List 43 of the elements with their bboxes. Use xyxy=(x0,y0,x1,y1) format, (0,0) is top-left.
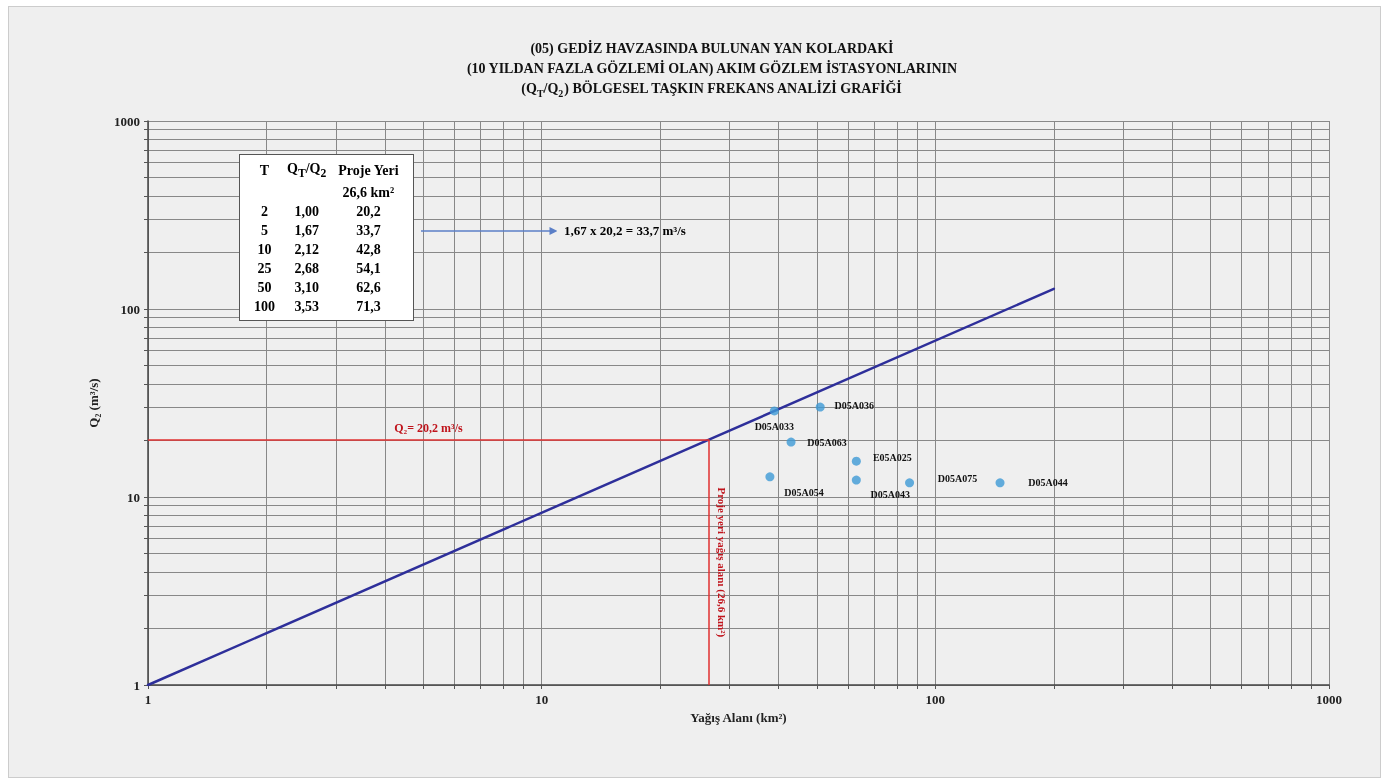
annotation: Q$_{T}$/Q$_{2}$ xyxy=(286,160,328,182)
annotation: D05A044 xyxy=(1028,477,1068,489)
annotation: 54,1 xyxy=(355,259,382,278)
x-tick-label: 1 xyxy=(144,692,152,707)
annotation: D05A033 xyxy=(754,421,795,433)
annotation: 26,6 km² xyxy=(341,183,396,202)
annotation: D05A054 xyxy=(784,487,824,499)
y-tick-label: 10 xyxy=(127,489,140,505)
annotation: D05A063 xyxy=(807,436,847,448)
annotation: 1,67 xyxy=(293,221,320,240)
annotation: Proje Yeri xyxy=(337,162,400,181)
annotation: 33,7 xyxy=(355,221,382,240)
annotation: 25 xyxy=(256,259,273,278)
annotation: 50 xyxy=(256,278,273,297)
annotation: 71,3 xyxy=(355,297,382,316)
x-tick-label: 1000 xyxy=(1316,692,1342,707)
annotation: 3,10 xyxy=(293,278,320,297)
annotation: 62,6 xyxy=(355,278,382,297)
y-tick-label: 100 xyxy=(120,301,140,317)
annotation: 20,2 xyxy=(355,202,382,221)
x-tick-label: 100 xyxy=(925,692,946,707)
annotation: 42,8 xyxy=(355,240,382,259)
x-axis-title: Yağış Alanı (km²) xyxy=(690,710,787,725)
annotation: 1,00 xyxy=(293,202,320,221)
annotation: 1,67 x 20,2 = 33,7 m³/s xyxy=(564,223,686,240)
annotation: 100 xyxy=(253,297,276,316)
x-tick-label: 10 xyxy=(535,692,549,707)
y-tick-label: 1000 xyxy=(114,113,140,129)
annotation: 2,12 xyxy=(293,240,320,259)
annotation: 2 xyxy=(260,202,269,221)
annotation: D05A036 xyxy=(834,399,874,411)
annotation: 5 xyxy=(260,221,269,240)
annotation: E05A025 xyxy=(872,451,912,463)
y-axis-title: Q₂ (m³/s) xyxy=(86,378,101,428)
annotation: T xyxy=(258,162,271,181)
annotation: 2,68 xyxy=(293,259,320,278)
annotation: D05A043 xyxy=(870,488,911,500)
annotation: D05A075 xyxy=(937,473,978,485)
annotation: 10 xyxy=(256,240,273,259)
ref-line-label: Proje yeri yağış alanı (26,6 km²) xyxy=(715,487,729,638)
y-tick-label: 1 xyxy=(133,677,140,693)
ref-line-label: Q₂= 20,2 m³/s xyxy=(394,420,463,435)
annotation: 3,53 xyxy=(293,297,320,316)
